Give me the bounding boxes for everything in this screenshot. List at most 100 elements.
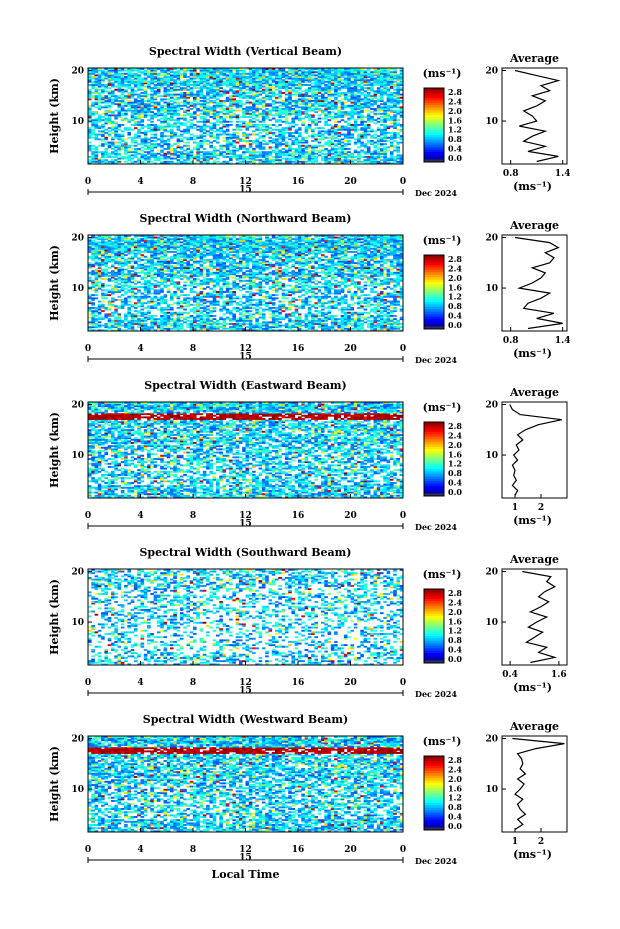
heatmap-cell <box>308 124 312 126</box>
heatmap-cell <box>154 318 158 320</box>
heatmap-cell <box>246 73 250 75</box>
heatmap-cell <box>213 146 217 148</box>
heatmap-cell <box>104 293 108 295</box>
heatmap-cell <box>226 129 230 131</box>
heatmap-cell <box>137 310 141 312</box>
heatmap-cell <box>390 116 394 118</box>
heatmap-cell <box>374 90 378 92</box>
heatmap-cell <box>157 237 161 239</box>
heatmap-cell <box>360 132 364 134</box>
heatmap-cell <box>91 280 95 282</box>
heatmap-cell <box>111 256 115 258</box>
heatmap-cell <box>196 90 200 92</box>
heatmap-cell <box>121 299 125 301</box>
heatmap-cell <box>124 291 128 293</box>
heatmap-cell <box>193 127 197 129</box>
heatmap-cell <box>111 304 115 306</box>
heatmap-cell <box>288 81 292 83</box>
colorbar-segment <box>424 132 444 135</box>
heatmap-cell <box>259 121 263 123</box>
heatmap-cell <box>347 105 351 107</box>
heatmap-cell <box>104 118 108 120</box>
heatmap-cell <box>318 98 322 100</box>
heatmap-cell <box>216 142 220 144</box>
heatmap-cell <box>170 124 174 126</box>
heatmap-cell <box>111 132 115 134</box>
heatmap-cell <box>219 134 223 136</box>
heatmap-cell <box>390 105 394 107</box>
heatmap-cell <box>278 150 282 152</box>
heatmap-cell <box>124 127 128 129</box>
heatmap-cell <box>239 154 243 156</box>
heatmap-cell <box>104 269 108 271</box>
heatmap-cell <box>370 111 374 113</box>
heatmap-cell <box>232 73 236 75</box>
heatmap-cell <box>127 289 131 291</box>
heatmap-cell <box>101 259 105 261</box>
heatmap-cell <box>242 156 246 158</box>
heatmap-cell <box>183 87 187 89</box>
heatmap-cell <box>183 79 187 81</box>
heatmap-cell <box>367 92 371 94</box>
heatmap-cell <box>190 113 194 115</box>
heatmap-cell <box>186 79 190 81</box>
heatmap-cell <box>121 134 125 136</box>
heatmap-cell <box>137 318 141 320</box>
heatmap-cell <box>360 142 364 144</box>
heatmap-cell <box>380 106 384 108</box>
heatmap-cell <box>278 159 282 161</box>
heatmap-cell <box>141 78 145 80</box>
heatmap-cell <box>269 103 273 105</box>
heatmap-cell <box>282 127 286 129</box>
heatmap-cell <box>396 137 400 139</box>
heatmap-cell <box>108 87 112 89</box>
heatmap-cell <box>347 140 351 142</box>
heatmap-cell <box>396 154 400 156</box>
heatmap-cell <box>114 285 118 287</box>
heatmap-cell <box>200 103 204 105</box>
heatmap-cell <box>265 87 269 89</box>
heatmap-cell <box>200 116 204 118</box>
heatmap-cell <box>114 261 118 263</box>
x-tick-label: 0 <box>400 177 406 187</box>
heatmap-cell <box>144 89 148 91</box>
heatmap-cell <box>364 124 368 126</box>
heatmap-cell <box>150 273 154 275</box>
heatmap-cell <box>164 114 168 116</box>
heatmap-cell <box>160 246 164 248</box>
heatmap-cell <box>104 71 108 73</box>
heatmap-cell <box>229 114 233 116</box>
colorbar-segment <box>424 108 444 111</box>
heatmap-cell <box>121 124 125 126</box>
heatmap-cell <box>170 129 174 131</box>
heatmap-cell <box>265 94 269 96</box>
heatmap-cell <box>272 106 276 108</box>
heatmap-cell <box>236 90 240 92</box>
heatmap-cell <box>232 110 236 112</box>
heatmap-cell <box>229 87 233 89</box>
heatmap-cell <box>206 140 210 142</box>
heatmap-cell <box>196 129 200 131</box>
heatmap-cell <box>396 119 400 121</box>
heatmap-cell <box>219 145 223 147</box>
heatmap-cell <box>370 135 374 137</box>
heatmap-cell <box>298 127 302 129</box>
heatmap-cell <box>95 323 99 325</box>
heatmap-cell <box>262 143 266 145</box>
heatmap-cell <box>101 70 105 72</box>
heatmap-cell <box>380 119 384 121</box>
heatmap-cell <box>236 124 240 126</box>
heatmap-cell <box>337 126 341 128</box>
heatmap-cell <box>160 121 164 123</box>
heatmap-cell <box>203 148 207 150</box>
heatmap-cell <box>196 98 200 100</box>
heatmap-cell <box>305 98 309 100</box>
heatmap-cell <box>183 114 187 116</box>
heatmap-cell <box>255 154 259 156</box>
heatmap-cell <box>324 121 328 123</box>
heatmap-cell <box>183 145 187 147</box>
heatmap-cell <box>374 108 378 110</box>
heatmap-cell <box>209 132 213 134</box>
heatmap-cell <box>177 89 181 91</box>
heatmap-cell <box>91 92 95 94</box>
